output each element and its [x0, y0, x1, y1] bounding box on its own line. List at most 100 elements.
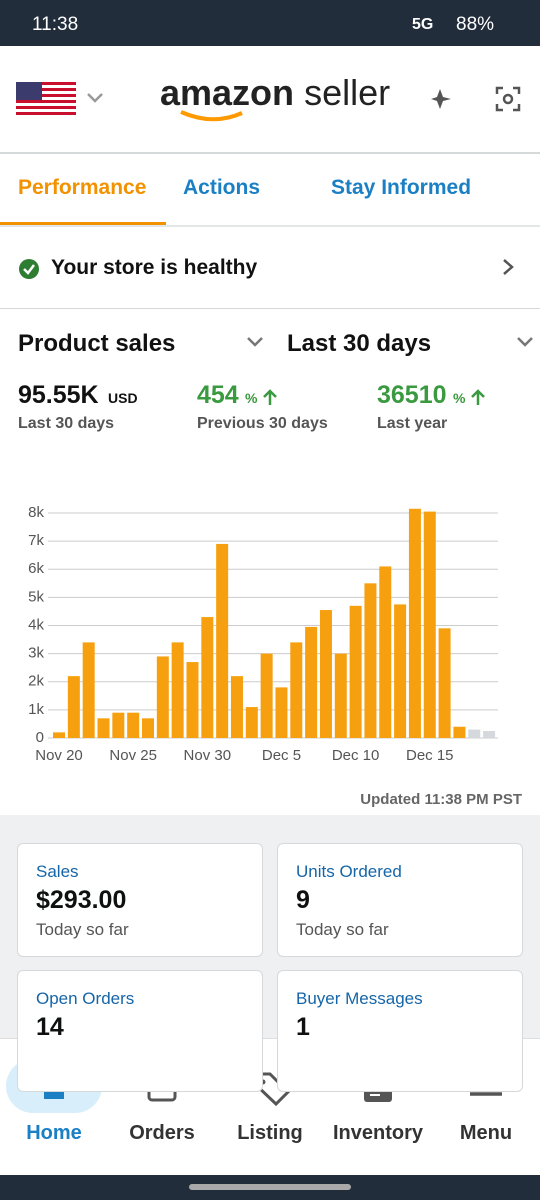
bar: [186, 662, 199, 738]
metric-unit: USD: [108, 390, 138, 406]
y-tick-label: 5k: [28, 588, 44, 605]
bar: [438, 628, 451, 738]
metric-select[interactable]: Product sales: [18, 330, 176, 357]
bar: [171, 642, 184, 738]
bar: [141, 718, 154, 738]
health-icon: [19, 259, 39, 279]
card-title: Open Orders: [36, 989, 135, 1008]
scan-button[interactable]: [495, 86, 521, 112]
tab-stay-informed[interactable]: Stay Informed: [331, 176, 472, 199]
health-text[interactable]: Your store is healthy: [51, 256, 258, 279]
flag[interactable]: [16, 82, 76, 118]
y-tick-label: 2k: [28, 673, 44, 690]
kpi-card[interactable]: Units Ordered 9 Today so far: [277, 843, 523, 957]
network: 5G: [412, 16, 434, 33]
bar: [334, 653, 347, 738]
y-tick-label: 6k: [28, 560, 44, 577]
logo-word: amazon: [160, 72, 295, 113]
nav-label[interactable]: Inventory: [332, 1122, 424, 1144]
bar: [216, 543, 229, 738]
x-tick-label: Dec 5: [262, 747, 301, 764]
tab-performance[interactable]: Performance: [18, 176, 147, 199]
chart: 0 1k 2k 3k 4k 5k 6k 7k 8k Nov 20 Nov 25 Nov 30 Dec 5…: [28, 504, 498, 764]
y-tick-label: 8k: [28, 504, 44, 521]
battery: 88%: [456, 14, 495, 35]
sparkle-button[interactable]: [430, 86, 456, 112]
nav-label[interactable]: Home: [26, 1122, 82, 1144]
logo-smile: [180, 110, 243, 122]
status-bar: 11:38 5G 88%: [0, 0, 540, 46]
kpi-card[interactable]: Sales $293.00 Today so far: [17, 843, 263, 957]
metric-unit: %: [245, 390, 258, 406]
kpi-card[interactable]: Open Orders 14: [17, 970, 263, 1092]
health-chevron[interactable]: [500, 258, 516, 276]
kpi-card[interactable]: Buyer Messages 1: [277, 970, 523, 1092]
clock: 11:38: [32, 14, 79, 35]
metric-value: 95.55K: [18, 381, 99, 409]
bar: [230, 676, 243, 738]
y-tick-label: 4k: [28, 616, 44, 633]
nav-label[interactable]: Listing: [237, 1122, 303, 1144]
nav-label[interactable]: Menu: [459, 1122, 513, 1144]
period-chevron[interactable]: [516, 336, 534, 348]
metric-label: Last 30 days: [18, 415, 115, 432]
bar: [423, 511, 436, 738]
card-value: 9: [296, 886, 310, 914]
bar: [364, 583, 377, 738]
y-tick-label: 7k: [28, 532, 44, 549]
trend-arrow: [261, 388, 279, 411]
divider: [0, 308, 540, 309]
nav-label[interactable]: Orders: [129, 1122, 195, 1144]
y-tick-label: 0: [36, 729, 44, 746]
bar: [260, 653, 273, 738]
card-value: $293.00: [36, 886, 127, 914]
header: amazon seller: [0, 46, 540, 154]
card-note: Today so far: [296, 920, 389, 939]
metric-label: Previous 30 days: [197, 415, 328, 432]
bar: [201, 617, 214, 738]
x-tick-label: Nov 30: [184, 747, 232, 764]
x-tick-label: Dec 15: [406, 747, 454, 764]
flag-dropdown[interactable]: [86, 92, 104, 104]
bar: [275, 687, 288, 738]
x-tick-label: Nov 25: [109, 747, 157, 764]
card-title: Units Ordered: [296, 862, 402, 881]
bar: [408, 508, 421, 738]
tab-divider: [0, 225, 540, 227]
bar: [67, 676, 80, 738]
bar: [245, 707, 258, 738]
bar: [394, 604, 407, 738]
bar: [453, 726, 466, 738]
bar: [290, 642, 303, 738]
updated-text: Updated 11:38 PM PST: [360, 791, 522, 808]
x-tick-label: Dec 10: [332, 747, 380, 764]
y-tick-label: 3k: [28, 645, 44, 662]
bar: [82, 642, 95, 738]
period-select[interactable]: Last 30 days: [287, 330, 432, 357]
metric-chevron[interactable]: [246, 336, 264, 348]
bar: [305, 626, 318, 738]
tab-indicator: [0, 222, 166, 225]
trend-arrow: [469, 388, 487, 411]
bar: [127, 712, 140, 738]
logo: amazon seller: [160, 72, 390, 114]
bar: [53, 732, 66, 738]
bar: [156, 656, 169, 738]
card-title: Sales: [36, 862, 79, 881]
bar: [468, 729, 481, 738]
card-value: 1: [296, 1013, 310, 1041]
bar: [349, 605, 362, 738]
card-note: Today so far: [36, 920, 129, 939]
bar: [97, 718, 110, 738]
metric-value: 454: [197, 381, 239, 409]
x-tick-label: Nov 20: [35, 747, 83, 764]
bar: [112, 712, 125, 738]
metric-unit: %: [453, 390, 466, 406]
card-title: Buyer Messages: [296, 989, 423, 1008]
metric-value: 36510: [377, 381, 447, 409]
card-value: 14: [36, 1013, 64, 1041]
logo-suffix: seller: [304, 72, 391, 113]
bar: [483, 730, 496, 738]
tab-actions[interactable]: Actions: [183, 176, 261, 199]
